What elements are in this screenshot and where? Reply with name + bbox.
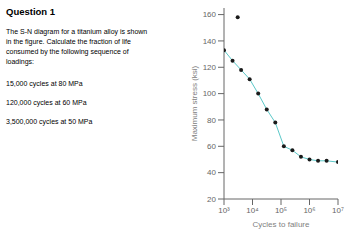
svg-text:10⁶: 10⁶ [303,206,315,215]
svg-text:10⁷: 10⁷ [332,206,342,215]
svg-text:10⁵: 10⁵ [275,206,287,215]
html-text:3,500,000 cycles at 50 MPa: 3,500,000 cycles at 50 MPa [6,117,93,125]
svg-text:100: 100 [203,89,217,98]
svg-text:40: 40 [207,168,216,177]
html-text:15,000 cycles at 80 MPa: 15,000 cycles at 80 MPa [6,79,83,87]
svg-text:20: 20 [207,195,216,204]
svg-text:140: 140 [203,37,217,46]
svg-text:60: 60 [207,142,216,151]
svg-text:10⁴: 10⁴ [246,206,259,215]
svg-text:Cycles to failure: Cycles to failure [253,220,310,229]
html-text:The S-N diagram for a titanium: The S-N diagram for a titanium alloy is … [6,28,148,66]
svg-text:10³: 10³ [218,206,230,215]
html-text:120,000 cycles at 60 MPa: 120,000 cycles at 60 MPa [6,98,87,106]
svg-text:160: 160 [203,10,217,19]
html-text:Question 1: Question 1 [6,6,56,17]
svg-text:120: 120 [203,63,217,72]
svg-text:Maximum stress (ksi): Maximum stress (ksi) [190,65,199,141]
svg-text:80: 80 [207,116,216,125]
